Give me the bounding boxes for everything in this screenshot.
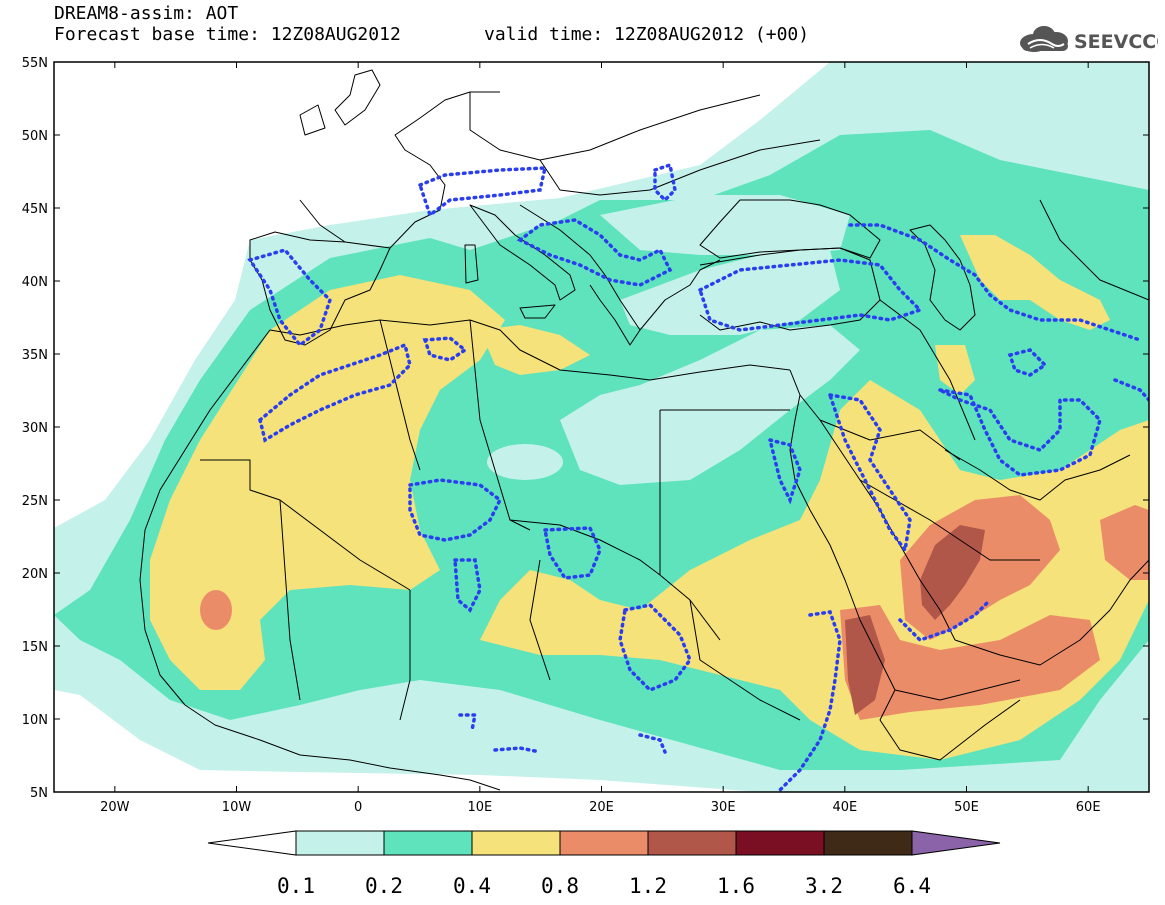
aot-contour-0.8-mali	[200, 590, 232, 630]
aot-contour-0.4-caspian	[960, 235, 1110, 330]
colorbar-label: 6.4	[893, 874, 931, 898]
y-tick-label: 30N	[22, 421, 48, 436]
y-tick-label: 5N	[30, 786, 48, 801]
aot-field	[54, 62, 1149, 792]
colorbar-label: 0.1	[277, 874, 315, 898]
x-tick-label: 60E	[1076, 800, 1101, 815]
y-tick-labels: 55N 50N 45N 40N 35N 30N 25N 20N 15N 10N 5N	[22, 56, 48, 801]
colorbar-segment	[823, 830, 913, 856]
coastlines	[139, 69, 1149, 791]
y-tick-label: 50N	[22, 129, 48, 144]
colorbar-label: 1.2	[629, 874, 667, 898]
x-tick-label: 40E	[832, 800, 857, 815]
y-tick-label: 40N	[22, 275, 48, 290]
aot-hole-libya	[560, 325, 860, 485]
colorbar-under-triangle	[207, 830, 297, 856]
x-tick-label: 10W	[222, 800, 252, 815]
aot-hole-chad	[487, 444, 563, 480]
colorbar-labels: 0.1 0.2 0.4 0.8 1.2 1.6 3.2 6.4	[277, 874, 931, 898]
x-tick-label: 20E	[589, 800, 614, 815]
y-tick-label: 55N	[22, 56, 48, 71]
seevccc-logo: SEEVCCC	[1018, 22, 1165, 56]
y-tick-label: 20N	[22, 567, 48, 582]
x-tick-label: 10E	[467, 800, 492, 815]
y-tick-label: 25N	[22, 494, 48, 509]
colorbar-label: 0.2	[365, 874, 403, 898]
x-tick-label: 50E	[954, 800, 979, 815]
cloud-icon	[1020, 26, 1068, 52]
aot-contour-0.4-west	[150, 275, 505, 690]
y-tick-label: 35N	[22, 348, 48, 363]
colorbar-label: 1.6	[717, 874, 755, 898]
logo-text: SEEVCCC	[1074, 31, 1158, 53]
aot-hole-turkey	[600, 195, 850, 255]
forecast-base-time: Forecast base time: 12Z08AUG2012	[54, 24, 401, 45]
colorbar-label: 0.8	[541, 874, 579, 898]
colorbar-label: 3.2	[805, 874, 843, 898]
colorbar-segment	[559, 830, 649, 856]
y-tick-label: 10N	[22, 713, 48, 728]
x-tick-label: 20W	[100, 800, 130, 815]
dust-observation-contours	[247, 162, 1149, 792]
aot-hole-med	[620, 250, 840, 335]
map-ticks	[54, 61, 1149, 793]
colorbar-over-triangle	[911, 830, 1001, 856]
colorbar	[207, 830, 1001, 856]
y-tick-label: 15N	[22, 640, 48, 655]
colorbar-label: 0.4	[453, 874, 491, 898]
y-tick-label: 45N	[22, 202, 48, 217]
colorbar-segment	[295, 830, 385, 856]
colorbar-segment	[383, 830, 473, 856]
aot-contour-0.8-yemen	[840, 605, 1100, 720]
aot-contour-0.4-iran	[935, 345, 975, 395]
aot-contour-1.2	[920, 525, 985, 620]
colorbar-segment	[735, 830, 825, 856]
valid-time: valid time: 12Z08AUG2012 (+00)	[484, 24, 810, 45]
map-title: DREAM8-assim: AOT	[54, 3, 239, 24]
x-tick-labels: 20W 10W 0 10E 20E 30E 40E 50E 60E	[100, 800, 1100, 815]
x-tick-label: 0	[354, 800, 362, 815]
x-tick-label: 30E	[711, 800, 736, 815]
aot-contour-1.2-coast	[845, 615, 885, 715]
aot-contour-0.8-oman	[1100, 505, 1149, 580]
colorbar-segment	[647, 830, 737, 856]
colorbar-segment	[471, 830, 561, 856]
